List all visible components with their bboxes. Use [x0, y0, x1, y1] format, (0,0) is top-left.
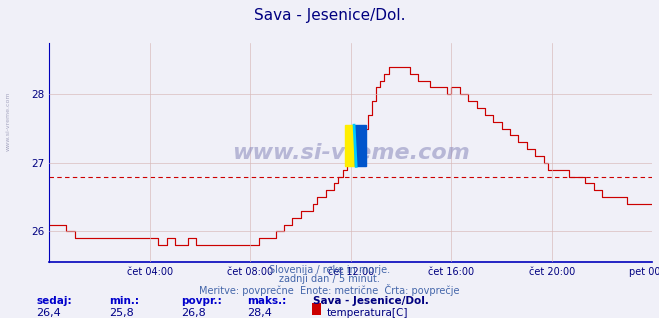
Bar	[345, 125, 355, 166]
Text: sedaj:: sedaj:	[36, 296, 72, 306]
Text: min.:: min.:	[109, 296, 139, 306]
Text: Meritve: povprečne  Enote: metrične  Črta: povprečje: Meritve: povprečne Enote: metrične Črta:…	[199, 284, 460, 296]
Text: zadnji dan / 5 minut.: zadnji dan / 5 minut.	[279, 274, 380, 284]
Text: maks.:: maks.:	[247, 296, 287, 306]
Bar	[355, 125, 366, 166]
Text: 28,4: 28,4	[247, 308, 272, 318]
Text: 25,8: 25,8	[109, 308, 134, 318]
Text: Slovenija / reke in morje.: Slovenija / reke in morje.	[269, 265, 390, 274]
Text: Sava - Jesenice/Dol.: Sava - Jesenice/Dol.	[254, 8, 405, 23]
Text: 26,4: 26,4	[36, 308, 61, 318]
Text: temperatura[C]: temperatura[C]	[326, 308, 408, 318]
Text: www.si-vreme.com: www.si-vreme.com	[5, 91, 11, 151]
Text: www.si-vreme.com: www.si-vreme.com	[232, 143, 470, 162]
Text: povpr.:: povpr.:	[181, 296, 222, 306]
Text: 26,8: 26,8	[181, 308, 206, 318]
Text: Sava - Jesenice/Dol.: Sava - Jesenice/Dol.	[313, 296, 429, 306]
